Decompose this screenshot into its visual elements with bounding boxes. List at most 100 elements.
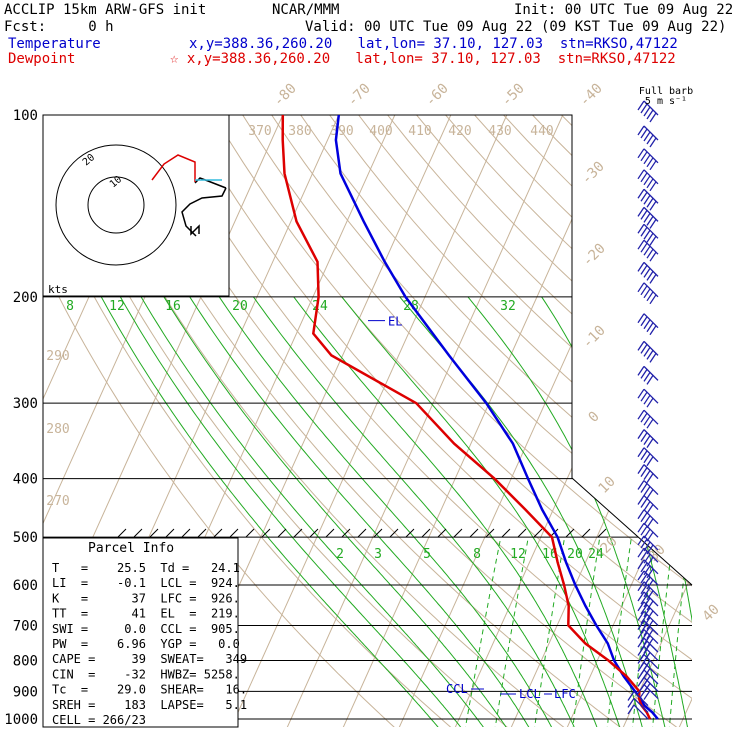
pressure-label: 300 (13, 396, 38, 412)
isotherm-line (620, 115, 692, 727)
isotherm-label: -40 (577, 81, 606, 110)
ccl-label: CCL (446, 682, 468, 696)
isotherm-label: -80 (271, 81, 300, 110)
hodograph-trace-low (181, 187, 227, 237)
wind-barb (637, 447, 659, 467)
mixing-ratio-label: 2 (336, 547, 344, 562)
dry-adiabat-line (445, 115, 692, 727)
wind-barb (637, 495, 659, 514)
wind-barb (637, 313, 659, 336)
wind-barb (637, 223, 659, 246)
dry-adiabat-line (155, 115, 692, 727)
barb-label-2: 5 m s⁻¹ (645, 96, 687, 107)
pressure-label: 200 (13, 290, 38, 306)
dewpoint-location: ☆ x,y=388.36,260.20 lat,lon= 37.10, 127.… (170, 51, 676, 67)
mixing-ratio-label: 20 (567, 547, 583, 562)
dry-adiabat-line (358, 115, 692, 727)
pressure-label: 700 (13, 618, 38, 634)
wind-barb (637, 480, 659, 499)
isotherm-label: -20 (580, 241, 609, 270)
mixing-ratio-label: 5 (423, 547, 431, 562)
parcel-info-row: TT = 41 EL = 219. (52, 607, 240, 621)
parcel-info-row: LI = -0.1 LCL = 924. (52, 576, 240, 590)
wind-barb (637, 654, 659, 670)
wind-barb (637, 365, 659, 385)
theta-label: 380 (288, 124, 311, 139)
wind-barb (637, 239, 659, 262)
hodograph-ring-inner (87, 176, 145, 234)
parcel-info-box (42, 537, 239, 728)
wind-barb (637, 261, 659, 284)
pressure-label: 800 (13, 653, 38, 669)
lfc-label: LFC (554, 687, 576, 701)
parcel-info-row: CAPE = 39 SWEAT= 349 (52, 652, 247, 666)
wind-barb (637, 559, 659, 579)
hodograph-trace-upper (151, 154, 196, 182)
mixing-ratio-label: 8 (473, 547, 481, 562)
dry-adiabat-line (387, 115, 692, 727)
temperature-location: x,y=388.36,260.20 lat,lon= 37.10, 127.03… (189, 36, 678, 52)
theta-label: 280 (46, 422, 69, 437)
wind-barb (637, 125, 659, 148)
wind-barb (637, 637, 659, 654)
lcl-label: LCL (519, 687, 541, 701)
moist-adiabat-line (467, 296, 667, 727)
moist-adiabat-label: 8 (66, 299, 74, 314)
theta-label: 290 (46, 349, 69, 364)
wind-barb (637, 601, 659, 621)
wind-barb (637, 464, 659, 484)
dry-adiabat-line (242, 115, 692, 727)
theta-label: 440 (530, 124, 553, 139)
dry-adiabat-line (300, 115, 692, 727)
wind-barb (637, 100, 659, 123)
dry-adiabat-line (532, 115, 692, 727)
temperature-legend: Temperature (8, 36, 101, 52)
wind-barb (637, 148, 659, 171)
parcel-info-title: Parcel Info (88, 541, 174, 556)
hodograph-box (42, 114, 230, 297)
mixing-ratio-line (464, 537, 502, 727)
model-title: ACCLIP 15km ARW-GFS init (4, 2, 207, 18)
wind-barb (637, 509, 659, 529)
pressure-label: 100 (13, 108, 38, 124)
theta-label: 400 (369, 124, 392, 139)
theta-label: 390 (330, 124, 353, 139)
barb-label-1: Full barb (639, 86, 693, 97)
wind-barb (627, 704, 649, 720)
wind-barb (637, 620, 659, 640)
wind-barb (627, 691, 649, 707)
parcel-info-row: CIN = -32 HWBZ= 5258. (52, 667, 240, 681)
isotherm-label: 40 (700, 602, 723, 625)
parcel-info-row: PW = 6.96 YGP = 0.0 (52, 637, 240, 651)
parcel-info-row: SREH = 183 LAPSE= 5.1 (52, 698, 247, 712)
parcel-info-row: K = 37 LFC = 926. (52, 591, 240, 605)
wind-barb (637, 610, 659, 630)
pressure-label: 1000 (4, 712, 38, 728)
mixing-ratio-label: 24 (588, 547, 604, 562)
wind-barb (637, 661, 659, 678)
moist-adiabat-line (218, 296, 555, 727)
wind-barb (637, 409, 659, 429)
wind-barb (637, 206, 659, 229)
hodograph-units: kts (48, 283, 68, 296)
dry-adiabat-line (271, 115, 692, 727)
dry-adiabat-line (648, 115, 692, 727)
isotherm-line (340, 115, 620, 727)
isotherm-label: 0 (586, 409, 603, 426)
wind-barb (637, 429, 659, 448)
theta-label: 370 (248, 124, 271, 139)
wind-barb (627, 697, 649, 713)
isotherm-label: -10 (580, 323, 609, 352)
isotherm-line (228, 115, 508, 727)
wind-barb (637, 282, 659, 305)
moist-adiabat-label: 32 (500, 299, 516, 314)
isotherm-line (676, 115, 692, 727)
moist-adiabat-line (252, 296, 577, 727)
isotherm-line (284, 115, 564, 727)
mixing-ratio-label: 12 (510, 547, 526, 562)
dry-adiabat-line (43, 115, 457, 727)
moist-adiabat-label: 12 (109, 299, 125, 314)
dry-adiabat-line (619, 115, 692, 727)
theta-label: 410 (408, 124, 431, 139)
